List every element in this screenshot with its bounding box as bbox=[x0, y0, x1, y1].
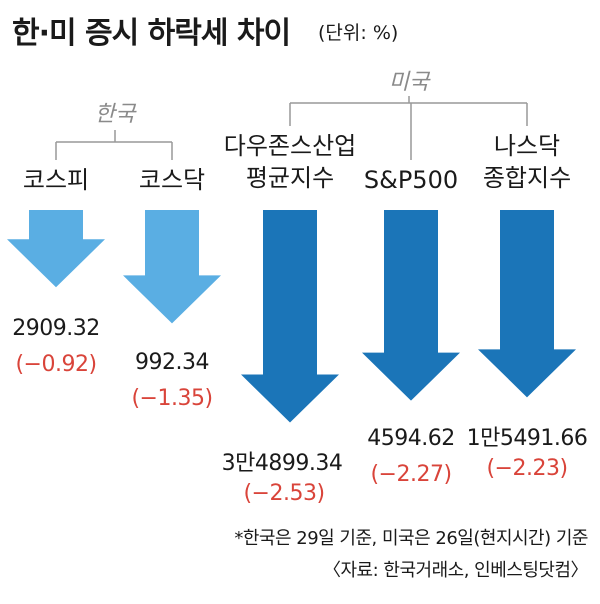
category-line: S&P500 bbox=[363, 166, 459, 194]
arrow-marks bbox=[7, 210, 576, 423]
category-label-sp500: S&P500 bbox=[364, 164, 458, 196]
category-label-nasdaq: 나스닥 종합지수 bbox=[483, 130, 571, 194]
unit-label: (단위: %) bbox=[318, 22, 399, 44]
category-label-dow: 다우존스산업 평균지수 bbox=[224, 130, 356, 194]
category-line: 코스닥 bbox=[138, 166, 206, 194]
arrow-kosdaq bbox=[123, 210, 221, 324]
category-line: 나스닥 bbox=[493, 132, 561, 160]
change-label-kosdaq: (−1.35) bbox=[131, 386, 213, 411]
index-value-dow: 3만4899.34 bbox=[221, 451, 343, 476]
category-label-kospi: 코스피 bbox=[23, 164, 89, 196]
group-label-us: 미국 bbox=[388, 70, 430, 95]
category-line: 종합지수 bbox=[482, 164, 572, 192]
index-value-sp500: 4594.62 bbox=[367, 426, 455, 451]
category-label-kosdaq: 코스닥 bbox=[139, 164, 205, 196]
category-line: 평균지수 bbox=[245, 164, 335, 192]
index-value-kospi: 2909.32 bbox=[12, 316, 100, 341]
change-label-kospi: (−0.92) bbox=[15, 352, 97, 377]
arrow-sp500 bbox=[362, 210, 460, 401]
change-label-nasdaq: (−2.23) bbox=[486, 456, 568, 481]
category-line: 코스피 bbox=[22, 166, 90, 194]
source-note: 〈자료: 한국거래소, 인베스팅닷컴〉 bbox=[322, 560, 589, 581]
chart-title: 한·미 증시 하락세 차이 bbox=[12, 16, 291, 51]
arrow-kospi bbox=[7, 210, 105, 288]
group-brackets bbox=[55, 96, 528, 160]
category-line: 다우존스산업 bbox=[223, 132, 357, 160]
group-label-korea: 한국 bbox=[94, 102, 136, 127]
arrow-dow bbox=[241, 210, 339, 423]
footnote: *한국은 29일 기준, 미국은 26일(현지시간) 기준 bbox=[234, 528, 588, 549]
arrow-nasdaq bbox=[478, 210, 576, 398]
change-label-dow: (−2.53) bbox=[243, 481, 325, 506]
index-value-kosdaq: 992.34 bbox=[135, 350, 209, 375]
change-label-sp500: (−2.27) bbox=[370, 462, 452, 487]
index-value-nasdaq: 1만5491.66 bbox=[466, 426, 588, 451]
